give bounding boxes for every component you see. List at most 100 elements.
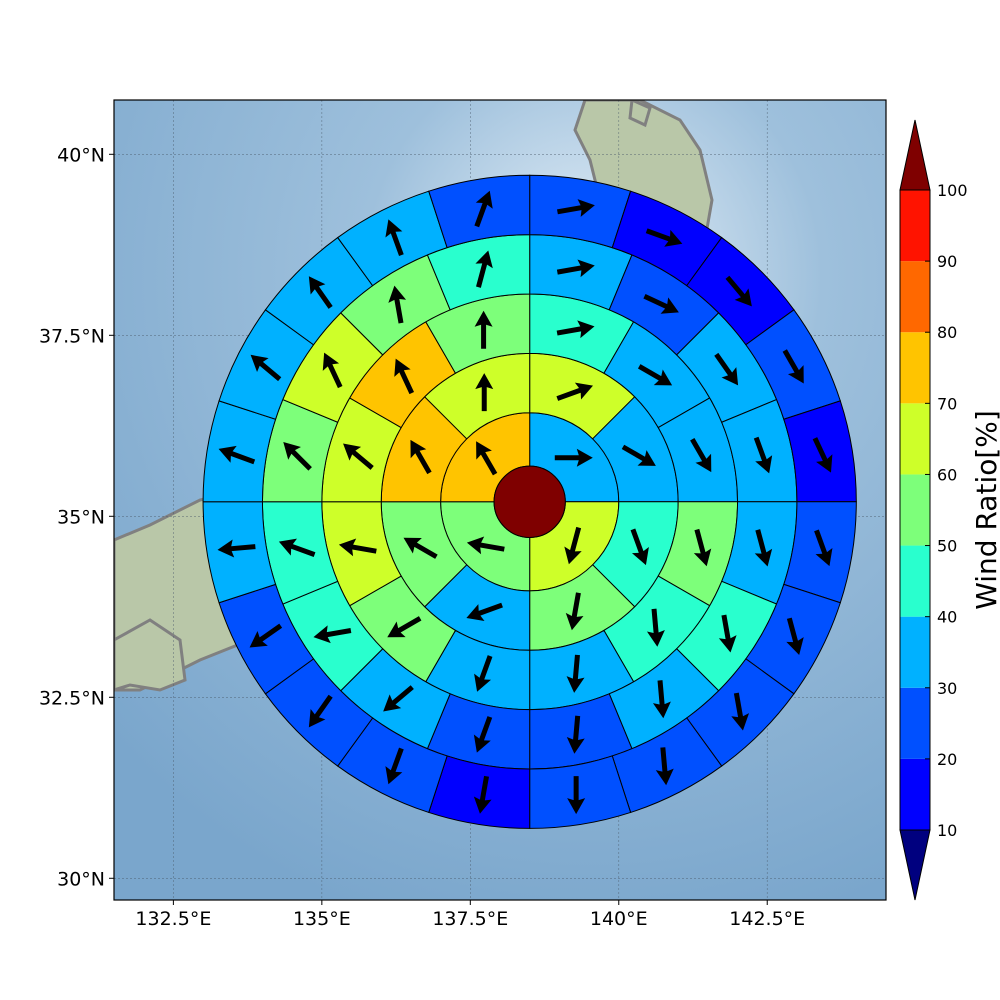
wind-arrow-shape: [637, 364, 673, 386]
wind-arrow-shape: [343, 443, 374, 470]
wind-arrow-ring5-6: [814, 529, 833, 567]
wind-arrow-shape: [652, 680, 671, 719]
wind-arrow-shape: [645, 228, 683, 247]
colorbar-bin-5: [900, 474, 930, 546]
wind-arrow-ring3-9: [338, 538, 377, 557]
wind-arrow-shape: [556, 199, 595, 217]
wind-arrow-shape: [473, 775, 492, 814]
wind-arrow-ring5-1: [556, 199, 595, 217]
wind-arrow-shape: [388, 285, 407, 324]
y-tick-label: 32.5°N: [39, 687, 105, 709]
wind-arrow-shape: [690, 437, 712, 473]
wind-arrow-shape: [556, 382, 593, 401]
wind-arrow-ring4-14: [322, 352, 343, 389]
colorbar-tick-label: 80: [937, 323, 957, 342]
wind-arrow-shape: [655, 747, 674, 786]
wind-arrow-ring2-5: [466, 602, 503, 622]
wind-arrow-shape: [476, 441, 498, 476]
x-tick-label: 132.5°E: [135, 908, 211, 930]
colorbar: 10 20 30 40 50 60 70 80 90 100: [899, 119, 968, 901]
wind-arrow-shape: [718, 614, 737, 653]
land-kyushu: [114, 618, 187, 692]
colorbar-bin-3: [900, 616, 930, 688]
wind-arrow-shape: [403, 537, 438, 559]
x-tick-label: 137.5°E: [432, 908, 508, 930]
wind-arrow-shape: [643, 294, 679, 314]
colorbar-tick-label: 30: [937, 679, 957, 698]
center-disc: [493, 465, 566, 538]
wind-arrow-shape: [387, 616, 422, 638]
wind-arrow-ring5-14: [249, 623, 283, 648]
colorbar-tick-label: 100: [937, 181, 968, 200]
wind-arrow-ring4-7: [652, 680, 671, 719]
wind-arrow-ring4-13: [283, 442, 312, 471]
wind-arrow-ring2-1: [556, 382, 593, 401]
land-sado: [628, 100, 652, 128]
wind-arrow-ring4-9: [473, 716, 493, 753]
wind-arrow-shape: [556, 259, 595, 278]
wind-arrow-ring4-11: [313, 625, 352, 644]
wind-arrow-shape: [410, 439, 432, 475]
wind-arrow-ring5-15: [217, 539, 256, 558]
wind-arrow-shape: [621, 444, 656, 466]
wind-arrow-shape: [786, 617, 804, 655]
wind-arrow-ring3-2: [637, 364, 673, 386]
map-area: [113, 99, 887, 901]
wind-arrow-ring4-10: [383, 685, 414, 712]
wind-arrow-shape: [338, 538, 377, 557]
wind-arrow-shape: [812, 437, 833, 473]
wind-arrow-ring3-11: [394, 358, 415, 395]
wind-arrows: [217, 190, 833, 815]
wind-arrow-ring2-7: [410, 439, 432, 475]
wind-arrow-shape: [474, 190, 493, 228]
colorbar-tick-label: 20: [937, 750, 957, 769]
wind-arrow-ring3-6: [566, 654, 585, 693]
wind-arrow-shape: [250, 354, 282, 382]
wind-arrow-ring5-18: [308, 276, 333, 309]
wind-arrow-ring2-3: [630, 528, 649, 566]
colorbar-bin-6: [900, 403, 930, 475]
wind-arrow-ring4-6: [718, 614, 737, 653]
wind-arrow-shape: [249, 623, 283, 648]
colorbar-tick-label: 10: [937, 821, 957, 840]
wind-arrow-ring5-9: [655, 747, 674, 786]
wind-arrow-shape: [725, 275, 752, 307]
wind-arrow-ring3-1: [556, 320, 595, 339]
y-axis: 30°N 32.5°N 35°N 37.5°N 40°N: [39, 144, 114, 890]
wind-arrow-ring5-4: [782, 349, 804, 384]
wind-arrow-shape: [475, 250, 493, 288]
wind-arrow-shape: [218, 445, 256, 465]
wind-arrow-shape: [693, 528, 712, 567]
wind-arrow-ring4-4: [753, 436, 773, 474]
map-frame: [113, 99, 887, 901]
wind-arrow-shape: [630, 528, 649, 566]
wind-arrow-ring5-13: [308, 694, 333, 728]
wind-arrow-ring3-10: [343, 443, 374, 470]
colorbar-tick-label: 40: [937, 608, 957, 627]
wind-arrow-shape: [283, 442, 312, 471]
wind-arrow-ring4-12: [278, 538, 316, 557]
wind-arrow-shape: [554, 448, 593, 467]
wind-arrow-ring5-8: [731, 692, 750, 731]
wind-arrow-shape: [714, 352, 739, 386]
wind-arrow-ring4-16: [475, 250, 493, 288]
wind-arrow-shape: [474, 310, 493, 349]
wind-arrow-ring5-10: [567, 776, 586, 815]
wind-arrow-ring3-12: [474, 310, 493, 349]
wind-arrow-shape: [753, 436, 773, 474]
sector-ring5-20: [428, 174, 531, 249]
wind-arrow-ring3-3: [690, 437, 712, 473]
y-tick-label: 35°N: [57, 506, 105, 528]
x-tick-label: 142.5°E: [729, 908, 805, 930]
wind-arrow-ring3-7: [474, 655, 493, 692]
wind-arrow-ring5-12: [385, 747, 404, 785]
wind-arrow-ring5-19: [385, 219, 404, 256]
colorbar-bin-7: [900, 332, 930, 404]
colorbar-frame: [899, 189, 931, 831]
wind-arrow-shape: [814, 529, 833, 567]
colorbar-label: Wind Ratio[%]: [970, 410, 1000, 610]
wind-arrow-ring1-2: [564, 526, 582, 565]
wind-arrow-shape: [385, 219, 404, 256]
wind-arrow-shape: [475, 373, 494, 412]
